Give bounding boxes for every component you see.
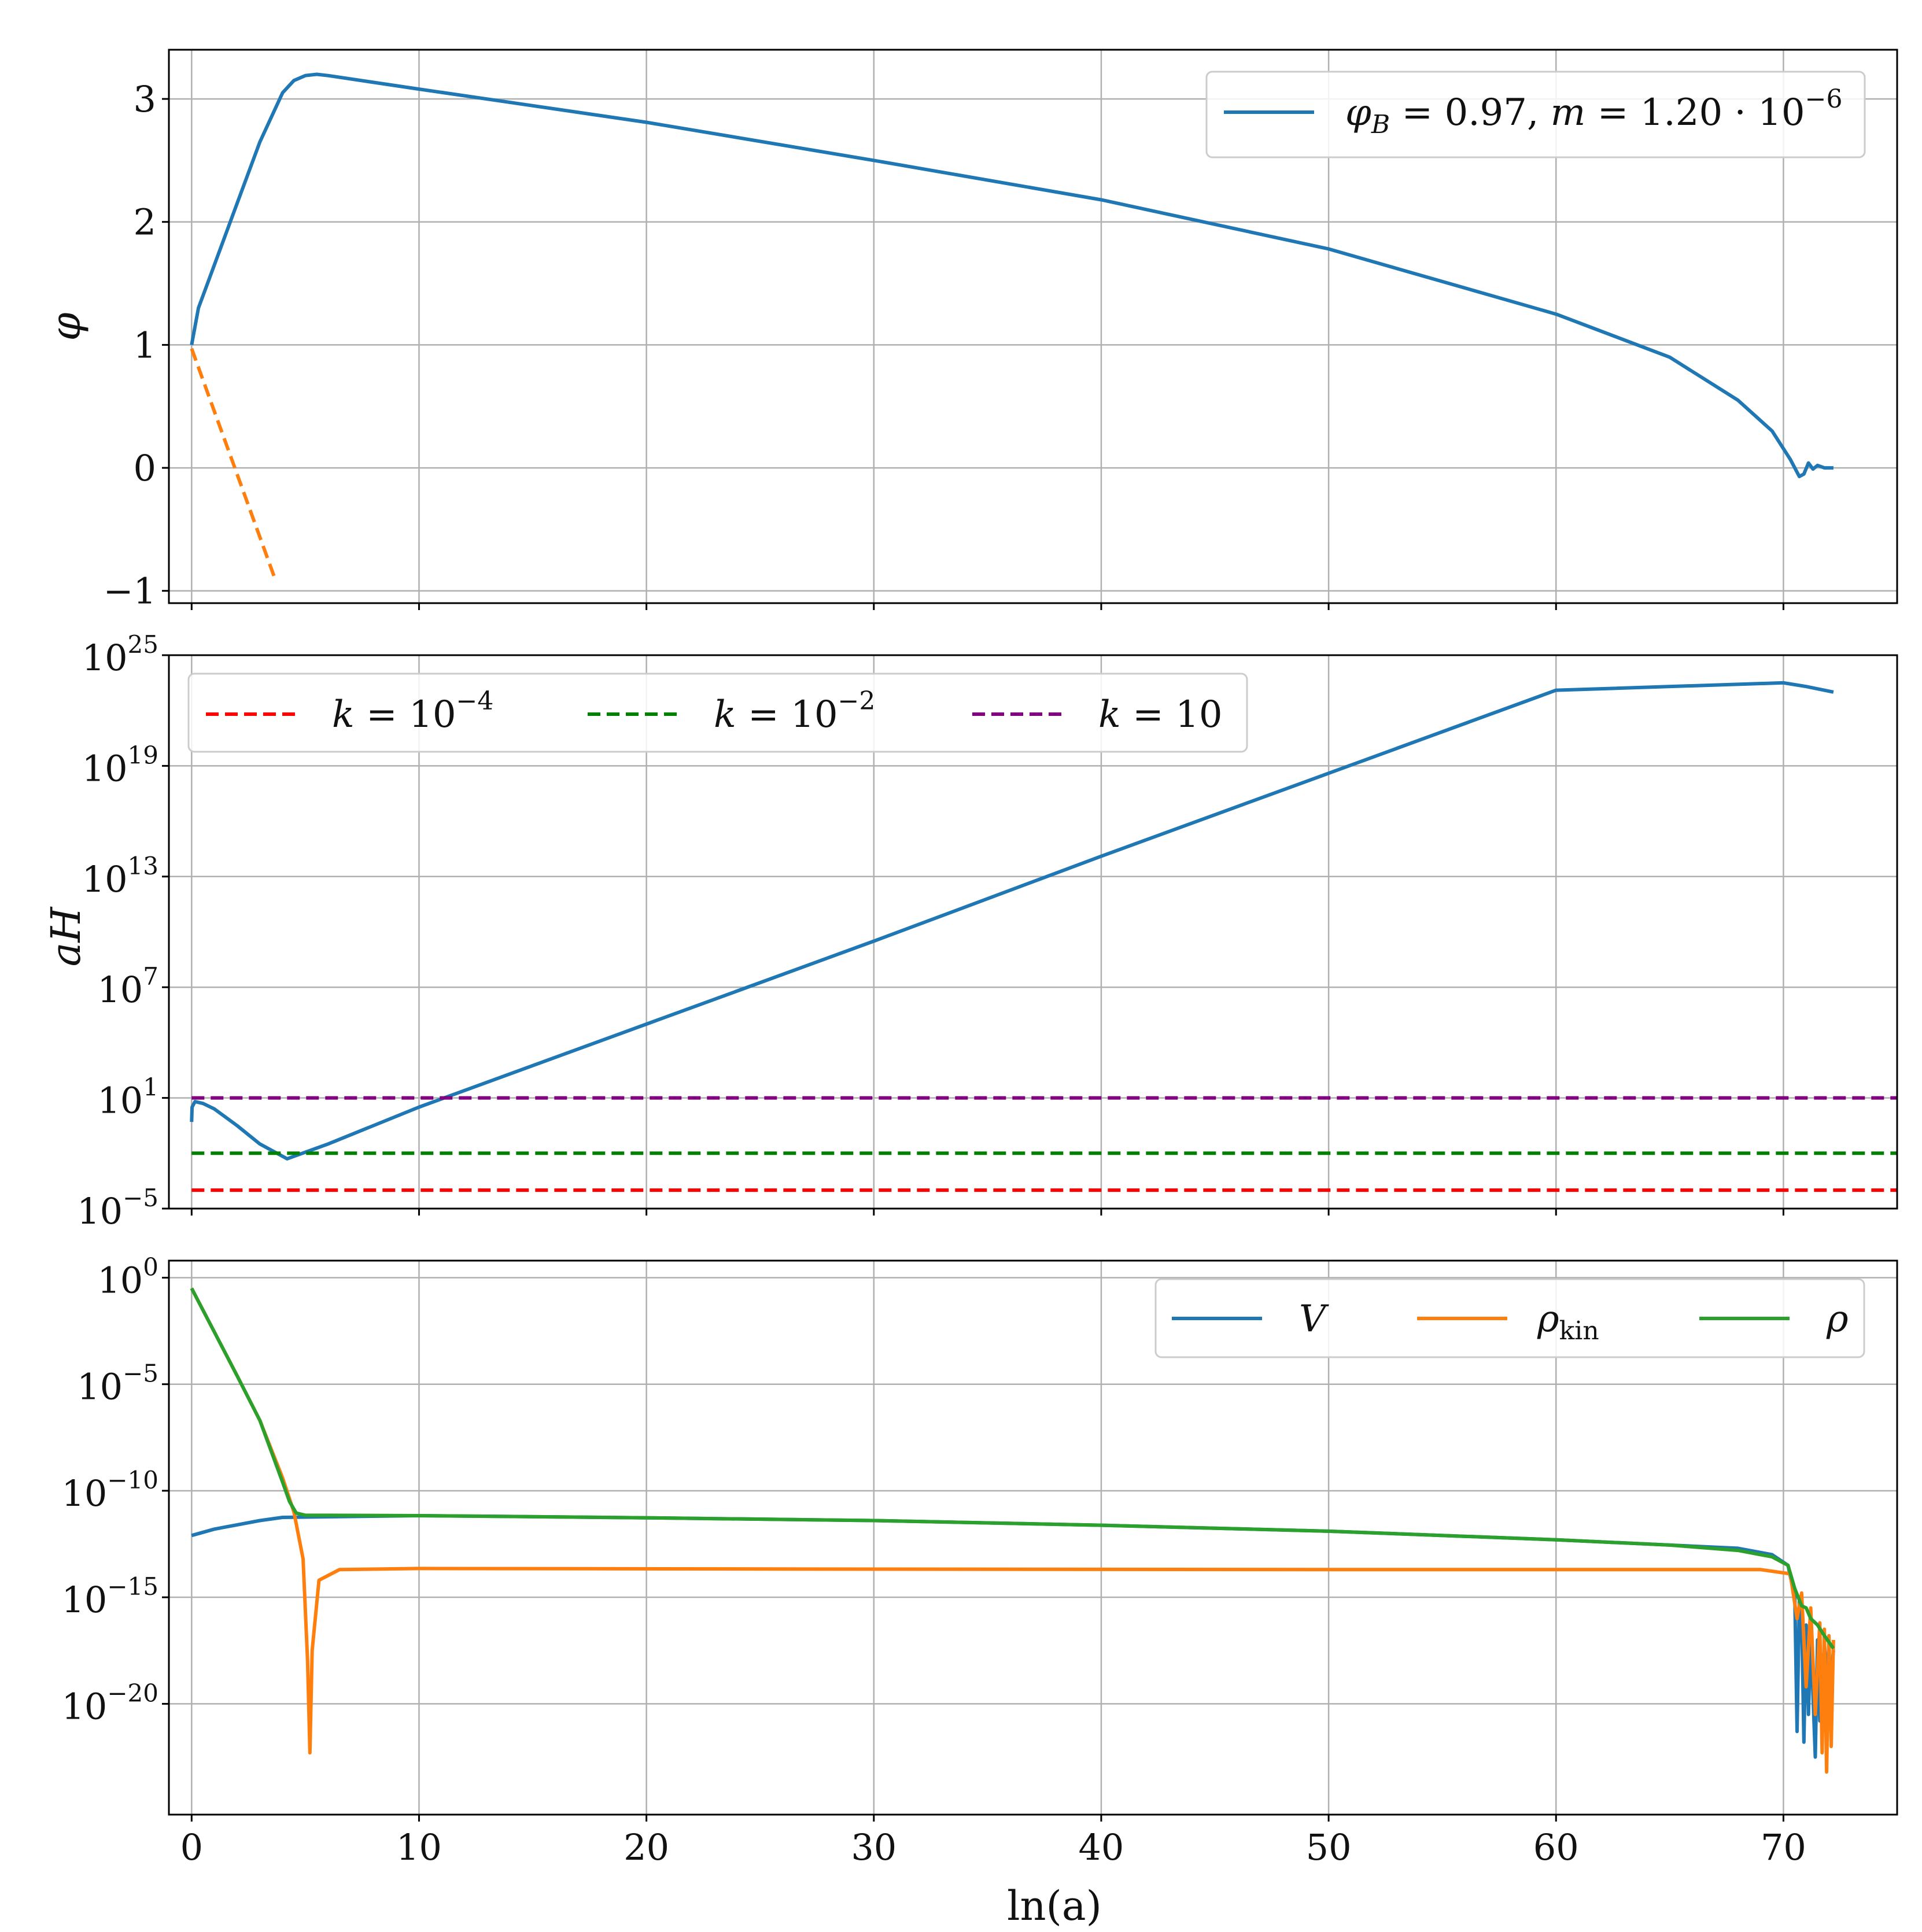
legend-label: V bbox=[1299, 1298, 1329, 1340]
legend: k = 10−4 k = 10−2 k = 10 bbox=[187, 673, 1248, 753]
x-tick-label: 60 bbox=[1533, 1826, 1579, 1868]
x-tick-label: 40 bbox=[1078, 1826, 1124, 1868]
y-tick-label: 10−5 bbox=[77, 1360, 158, 1408]
plot-frame bbox=[168, 1259, 1898, 1816]
y-tick-label: 1019 bbox=[82, 741, 158, 789]
x-tick-label: 10 bbox=[396, 1826, 442, 1868]
legend-label: k = 10−2 bbox=[714, 686, 875, 736]
legend-label: ρkin bbox=[1537, 1298, 1599, 1346]
y-tick-label: 1013 bbox=[82, 852, 158, 900]
x-tick-label: 50 bbox=[1306, 1826, 1352, 1868]
legend-label: φB = 0.97, m = 1.20 · 10−6 bbox=[1345, 84, 1843, 139]
series-line-s2 bbox=[190, 1287, 1835, 1650]
legend-label: ρ bbox=[1826, 1298, 1849, 1340]
series-line-kin bbox=[190, 1287, 1835, 1774]
legend: φB = 0.97, m = 1.20 · 10−6 bbox=[1205, 71, 1866, 158]
y-tick-label: 10−10 bbox=[61, 1466, 158, 1514]
xlabel-ln-a: ln(a) bbox=[1007, 1882, 1102, 1930]
x-tick-label: 20 bbox=[624, 1826, 669, 1868]
panel-3: 100 10−5 10−10 10−15 10−20 0 10 20 30 40 50 60 70 V ρk… bbox=[61, 1253, 1898, 1868]
legend-box bbox=[1154, 1278, 1865, 1358]
ylabel-phi: φ bbox=[42, 312, 90, 341]
series-line-v bbox=[191, 1514, 1835, 1759]
x-tick-label: 30 bbox=[851, 1826, 897, 1868]
plot-frame bbox=[168, 49, 1898, 604]
y-tick-label: 107 bbox=[97, 962, 158, 1011]
legend-label: k = 10−4 bbox=[332, 686, 493, 736]
ylabel-ah: aH bbox=[42, 906, 90, 967]
y-tick-label: 100 bbox=[97, 1253, 158, 1301]
y-tick-label: 1 bbox=[134, 324, 156, 366]
series-line-s0 bbox=[190, 681, 1834, 1161]
x-tick-label: 70 bbox=[1761, 1826, 1806, 1868]
y-tick-label: 10−15 bbox=[61, 1572, 158, 1621]
y-tick-label: 10−5 bbox=[77, 1184, 158, 1232]
plot-frame bbox=[168, 654, 1898, 1210]
legend-label: k = 10 bbox=[1098, 693, 1223, 736]
y-tick-label: 1025 bbox=[82, 630, 158, 679]
y-tick-label: 3 bbox=[134, 78, 156, 120]
y-tick-label: 10−20 bbox=[61, 1679, 158, 1727]
y-tick-label: 0 bbox=[134, 447, 156, 489]
y-tick-label: 101 bbox=[97, 1073, 158, 1122]
series-line-s1 bbox=[190, 348, 278, 582]
y-tick-label: −1 bbox=[104, 570, 156, 612]
legend-box bbox=[187, 673, 1248, 753]
panel-1: −1 0 1 2 3 φB = 0.97, m = 1.20 · 10−6 bbox=[104, 49, 1898, 612]
x-tick-label: 0 bbox=[180, 1826, 203, 1868]
y-tick-label: 2 bbox=[134, 201, 156, 243]
legend-box bbox=[1205, 71, 1866, 158]
series-line-b-0-97-m-1-20-10-6 bbox=[190, 72, 1834, 478]
